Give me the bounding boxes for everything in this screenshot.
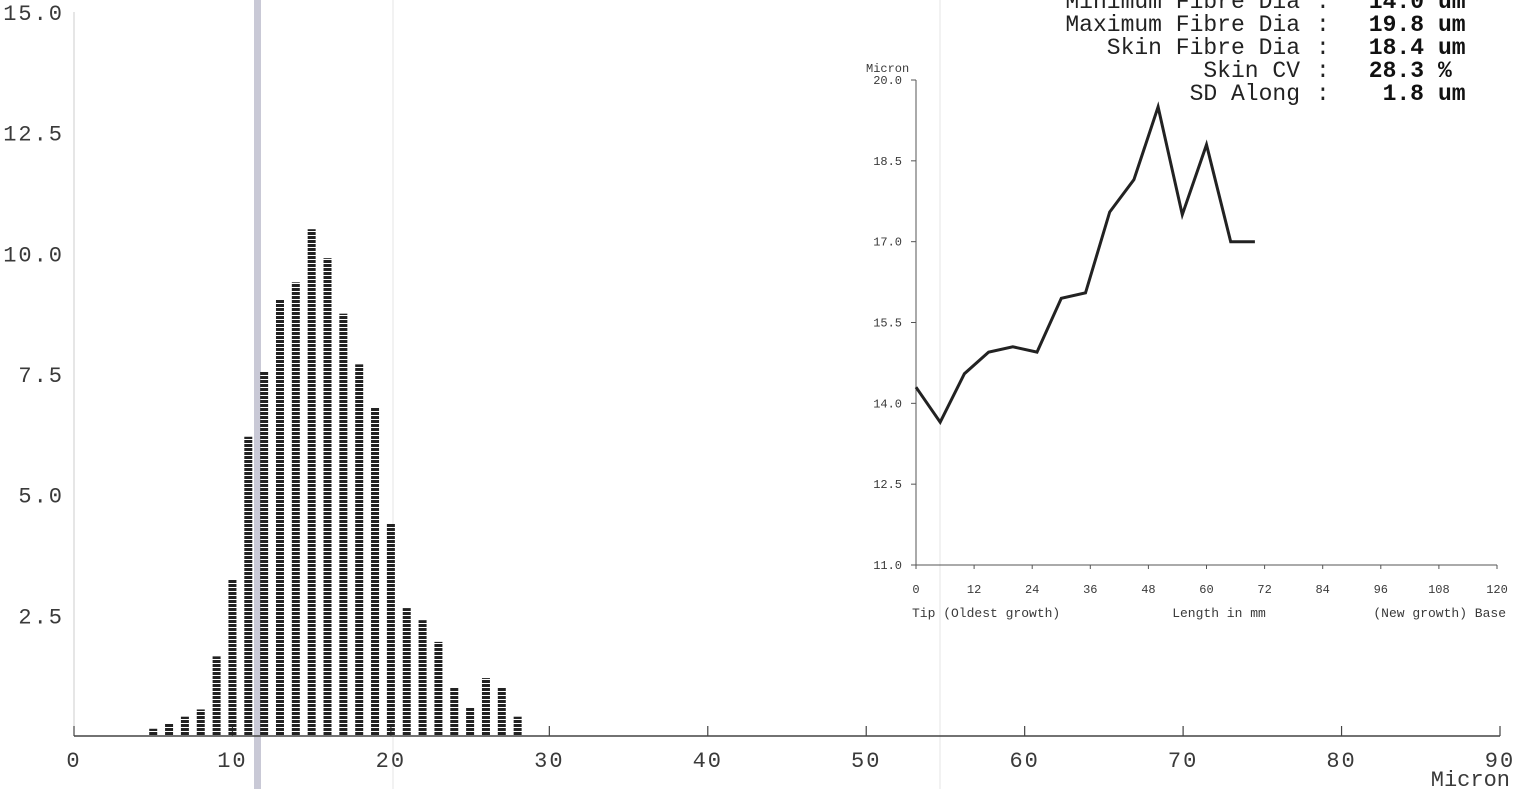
hist-y-tick-label: 10.0 <box>3 243 64 268</box>
hist-y-tick-label: 12.5 <box>3 123 64 148</box>
hist-x-tick-label: 70 <box>1168 749 1198 774</box>
stat-colon: : <box>1316 14 1330 37</box>
histogram: 2.55.07.510.012.515.00 10 20 30 40 50 60 70 80 90… <box>3 2 1515 789</box>
hist-bar <box>165 724 173 735</box>
stat-value: 28.3 <box>1369 60 1424 83</box>
stat-value: 1.8 <box>1383 83 1424 106</box>
hist-bar <box>498 688 506 735</box>
hist-bar <box>387 524 395 735</box>
stat-label: Skin Fibre Dia <box>1107 37 1300 60</box>
hist-x-axis-label: Micron <box>1431 768 1510 789</box>
hist-bar <box>181 717 189 735</box>
stat-label: Skin CV <box>1203 60 1300 83</box>
stat-value: 18.4 <box>1369 37 1424 60</box>
hist-bar <box>228 579 236 735</box>
hist-y-tick-label: 2.5 <box>18 605 64 630</box>
stat-unit: um <box>1438 83 1466 106</box>
stat-row: Skin CV: 28.3% <box>0 60 1526 83</box>
hist-x-tick-label: 60 <box>1009 749 1039 774</box>
stat-colon: : <box>1316 60 1330 83</box>
hist-bar <box>482 678 490 735</box>
stat-unit: um <box>1438 37 1466 60</box>
stat-colon: : <box>1316 37 1330 60</box>
inset-y-tick-label: 18.5 <box>873 155 902 169</box>
stat-value: 19.8 <box>1369 14 1424 37</box>
hist-bar <box>197 709 205 735</box>
inset-x-tick-label: 12 <box>967 583 981 597</box>
stat-label: Maximum Fibre Dia <box>1065 14 1300 37</box>
inset-x-tick-label: 48 <box>1141 583 1155 597</box>
stat-unit: um <box>1438 14 1466 37</box>
hist-x-tick-label: 30 <box>534 749 564 774</box>
hist-bar <box>514 717 522 735</box>
hist-bar <box>276 299 284 735</box>
hist-bar <box>466 707 474 735</box>
inset-y-tick-label: 15.5 <box>873 317 902 331</box>
hist-y-tick-label: 7.5 <box>18 364 64 389</box>
hist-y-tick-label: 5.0 <box>18 485 64 510</box>
hist-bar <box>339 314 347 735</box>
hist-bar <box>371 408 379 735</box>
hist-bar <box>213 656 221 735</box>
hist-x-tick-label: 50 <box>851 749 881 774</box>
inset-x-tick-label: 84 <box>1315 583 1329 597</box>
inset-x-tick-label: 36 <box>1083 583 1097 597</box>
hist-bar <box>419 620 427 735</box>
stat-row: Skin Fibre Dia: 18.4 um <box>0 37 1526 60</box>
stat-label: SD Along <box>1190 83 1300 106</box>
stat-colon: : <box>1316 83 1330 106</box>
hist-bar <box>324 258 332 735</box>
inset-y-tick-label: 14.0 <box>873 397 902 411</box>
inset-x-tick-label: 108 <box>1428 583 1450 597</box>
hist-bar <box>308 229 316 735</box>
inset-x-tick-label: 96 <box>1374 583 1388 597</box>
hist-bar <box>244 437 252 735</box>
hist-bar <box>292 282 300 735</box>
inset-x-tick-label: 120 <box>1486 583 1508 597</box>
inset-tip-annotation: Tip (Oldest growth) <box>912 606 1060 621</box>
stat-unit: % <box>1438 60 1452 83</box>
hist-bar <box>403 608 411 735</box>
inset-x-tick-label: 72 <box>1257 583 1271 597</box>
hist-x-tick-label: 10 <box>217 749 247 774</box>
hist-x-tick-label: 40 <box>693 749 723 774</box>
hist-bar <box>149 729 157 735</box>
hist-bar <box>450 688 458 735</box>
inset-x-tick-label: 24 <box>1025 583 1039 597</box>
hist-bar <box>355 364 363 735</box>
inset-x-tick-label: 60 <box>1199 583 1213 597</box>
hist-bar <box>260 372 268 735</box>
stats-panel: Minimum Fibre Dia:14.0 um Maximum Fibre Di… <box>0 0 1526 120</box>
hist-bar <box>434 642 442 735</box>
inset-base-annotation: (New growth) Base <box>1373 606 1506 621</box>
inset-y-tick-label: 17.0 <box>873 236 902 250</box>
hist-x-tick-label: 80 <box>1326 749 1356 774</box>
inset-x-axis-label: Length in mm <box>1172 606 1266 621</box>
inset-y-tick-label: 12.5 <box>873 478 902 492</box>
inset-series-line <box>916 107 1255 422</box>
hist-x-tick-label: 0 <box>66 749 81 774</box>
hist-x-tick-label: 20 <box>376 749 406 774</box>
stat-row: Maximum Fibre Dia: 19.8 um <box>0 14 1526 37</box>
inset-y-tick-label: 11.0 <box>873 559 902 573</box>
stat-row: SD Along: 1.8 um <box>0 83 1526 106</box>
inset-x-tick-label: 0 <box>912 583 919 597</box>
